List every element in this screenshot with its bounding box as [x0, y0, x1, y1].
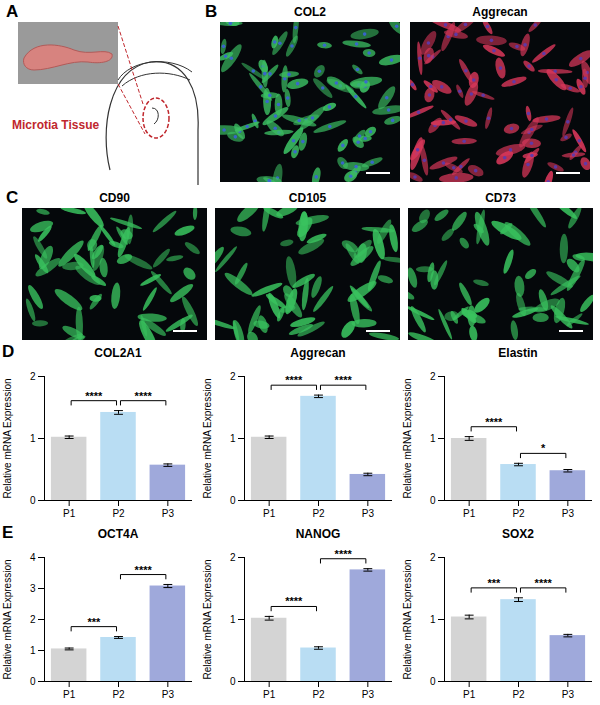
html-text:D: D [2, 342, 15, 361]
svg-text:Relative mRNA Expression: Relative mRNA Expression [402, 559, 413, 679]
svg-text:1: 1 [430, 433, 436, 444]
svg-text:P3: P3 [562, 508, 575, 519]
svg-text:1: 1 [230, 433, 236, 444]
svg-text:P3: P3 [362, 689, 375, 700]
svg-text:P3: P3 [562, 689, 575, 700]
html-text:CD90: CD90 [99, 191, 130, 205]
svg-text:P2: P2 [112, 508, 125, 519]
svg-text:P3: P3 [162, 508, 175, 519]
svg-text:0: 0 [230, 676, 236, 687]
html-text:CD105: CD105 [288, 191, 327, 205]
html-text:COL2: COL2 [294, 5, 326, 19]
svg-text:P1: P1 [63, 689, 76, 700]
svg-text:****: **** [335, 548, 353, 560]
svg-text:P2: P2 [112, 689, 125, 700]
svg-text:****: **** [285, 595, 303, 607]
svg-text:P1: P1 [463, 508, 476, 519]
svg-text:****: **** [485, 416, 503, 428]
svg-text:P2: P2 [512, 689, 525, 700]
svg-text:****: **** [535, 577, 553, 589]
svg-text:*: * [541, 442, 546, 454]
svg-text:2: 2 [230, 371, 236, 382]
svg-text:0: 0 [230, 495, 236, 506]
svg-text:P3: P3 [162, 689, 175, 700]
svg-text:****: **** [135, 564, 153, 576]
svg-text:Relative mRNA Expression: Relative mRNA Expression [402, 378, 413, 498]
html-text:A: A [6, 2, 19, 21]
html-text:SOX2: SOX2 [502, 527, 534, 541]
svg-text:0: 0 [30, 495, 36, 506]
svg-text:***: *** [487, 577, 501, 589]
html-text:Aggrecan: Aggrecan [290, 346, 346, 360]
svg-text:P1: P1 [263, 689, 276, 700]
svg-text:P3: P3 [362, 508, 375, 519]
svg-text:****: **** [135, 390, 153, 402]
html-text:Aggrecan: Aggrecan [472, 5, 528, 19]
svg-text:2: 2 [230, 552, 236, 563]
svg-text:0: 0 [430, 495, 436, 506]
svg-text:2: 2 [430, 371, 436, 382]
html-text:Microtia Tissue: Microtia Tissue [12, 118, 100, 132]
html-text:COL2A1: COL2A1 [94, 346, 142, 360]
html-text:C: C [6, 188, 19, 207]
svg-text:P1: P1 [463, 689, 476, 700]
svg-text:Relative mRNA Expression: Relative mRNA Expression [2, 378, 13, 498]
svg-text:****: **** [335, 374, 353, 386]
html-text:Elastin: Elastin [498, 346, 538, 360]
html-text:NANOG: NANOG [295, 527, 341, 541]
html-text:E: E [2, 523, 14, 542]
svg-text:Relative mRNA Expression: Relative mRNA Expression [202, 378, 213, 498]
svg-text:3: 3 [30, 583, 36, 594]
svg-text:P2: P2 [512, 508, 525, 519]
html-text:OCT4A: OCT4A [97, 527, 139, 541]
svg-text:0: 0 [30, 676, 36, 687]
svg-text:P2: P2 [312, 689, 325, 700]
svg-text:P2: P2 [312, 508, 325, 519]
html-text:B: B [205, 2, 218, 21]
svg-text:1: 1 [30, 645, 36, 656]
svg-text:Relative mRNA Expression: Relative mRNA Expression [202, 559, 213, 679]
svg-text:1: 1 [430, 614, 436, 625]
svg-text:1: 1 [230, 614, 236, 625]
html-text:CD73: CD73 [485, 191, 516, 205]
svg-text:***: *** [87, 616, 101, 628]
svg-text:P1: P1 [63, 508, 76, 519]
svg-text:****: **** [85, 390, 103, 402]
svg-text:1: 1 [30, 433, 36, 444]
svg-text:****: **** [285, 374, 303, 386]
svg-text:0: 0 [430, 676, 436, 687]
svg-text:2: 2 [430, 552, 436, 563]
svg-text:Relative mRNA Expression: Relative mRNA Expression [2, 559, 13, 679]
svg-text:2: 2 [30, 371, 36, 382]
svg-text:4: 4 [30, 552, 36, 563]
svg-text:2: 2 [30, 614, 36, 625]
svg-text:P1: P1 [263, 508, 276, 519]
